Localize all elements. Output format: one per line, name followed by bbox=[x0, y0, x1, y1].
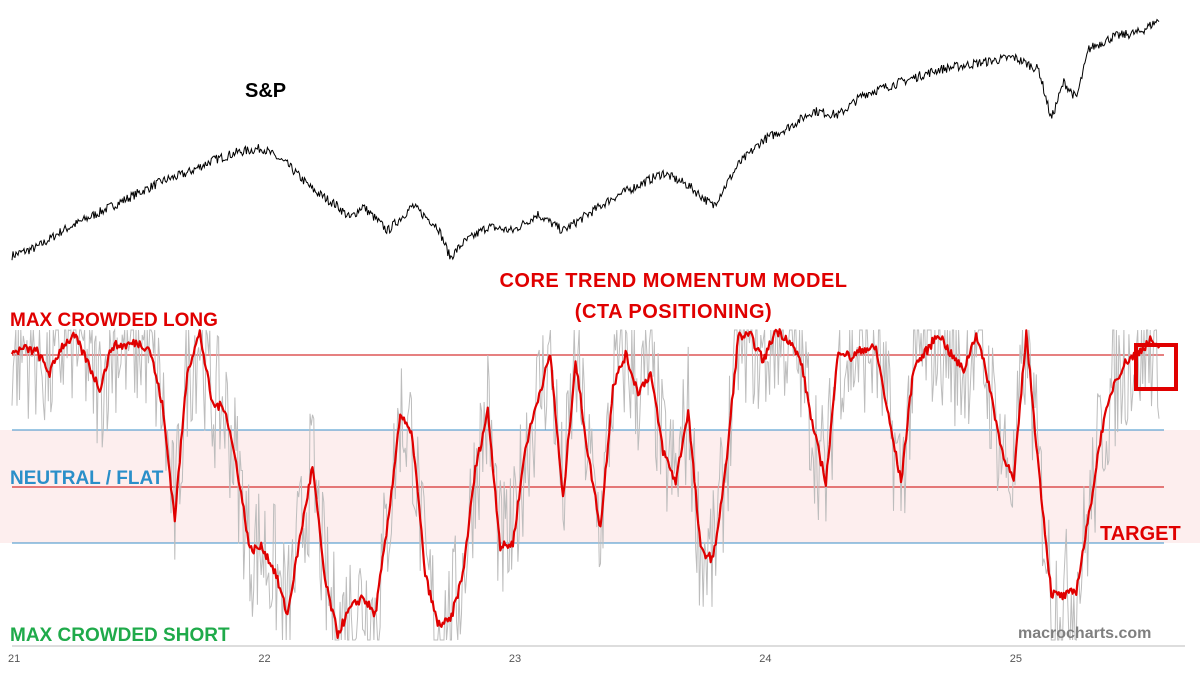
momentum-model-series bbox=[10, 328, 1160, 639]
raw-signal-line bbox=[11, 328, 1160, 641]
model-title: CORE TREND MOMENTUM MODEL bbox=[499, 270, 848, 292]
sp-price-line bbox=[11, 18, 1160, 261]
x-tick-label: 25 bbox=[1009, 653, 1022, 665]
target-highlight-box bbox=[1134, 343, 1178, 391]
x-tick-label: 23 bbox=[508, 653, 522, 665]
x-tick-label: 22 bbox=[258, 653, 271, 665]
watermark: macrocharts.com bbox=[1018, 625, 1152, 642]
momentum-model-line bbox=[10, 328, 1160, 639]
target-label: TARGET bbox=[1100, 523, 1181, 545]
sp-price-series bbox=[11, 18, 1160, 261]
max-crowded-long-label: MAX CROWDED LONG bbox=[10, 310, 218, 331]
max-crowded-short-label: MAX CROWDED SHORT bbox=[10, 625, 230, 646]
x-tick-label: 24 bbox=[759, 653, 772, 665]
sp-series-label: S&P bbox=[245, 80, 287, 102]
x-tick-label: 21 bbox=[8, 653, 21, 665]
raw-signal-series bbox=[11, 328, 1160, 641]
model-subtitle: (CTA POSITIONING) bbox=[574, 301, 773, 323]
neutral-flat-label: NEUTRAL / FLAT bbox=[10, 468, 164, 489]
